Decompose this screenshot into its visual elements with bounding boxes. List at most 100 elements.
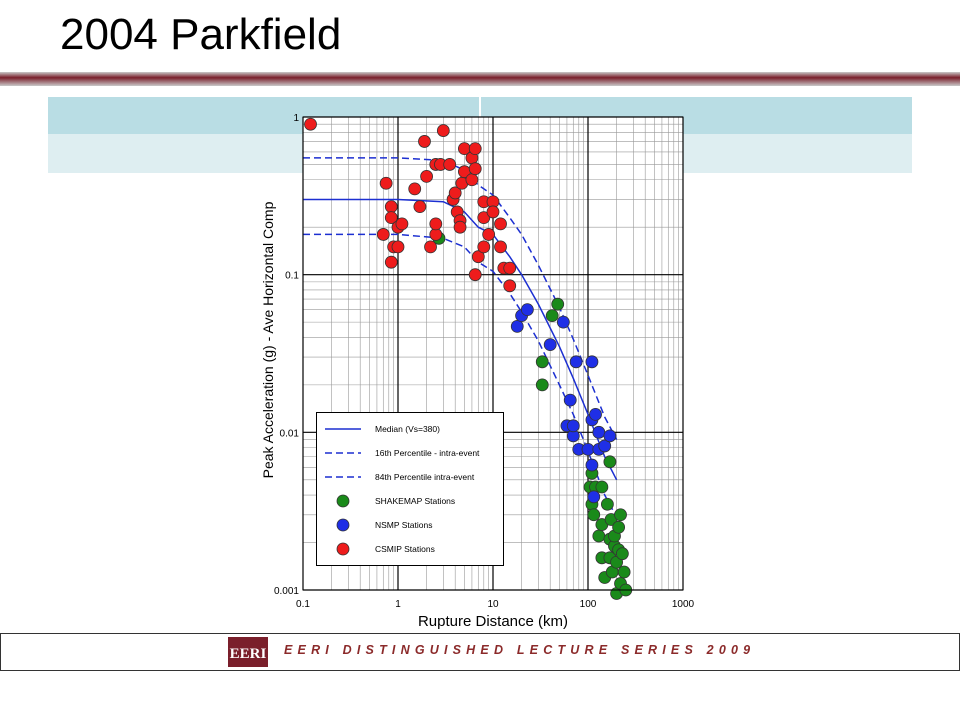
footer-text: EERI DISTINGUISHED LECTURE SERIES 2009: [284, 643, 756, 657]
x-tick-label: 0.1: [296, 599, 310, 610]
legend-label: 84th Percentile intra-event: [375, 472, 475, 482]
legend-label: NSMP Stations: [375, 520, 433, 530]
station-point: [612, 520, 626, 534]
station-point: [468, 268, 482, 282]
footer-logo: EERI: [230, 646, 267, 662]
station-point: [598, 439, 612, 453]
y-tick-label: 0.1: [285, 271, 299, 282]
legend-symbol: [336, 494, 350, 508]
station-point: [600, 497, 614, 511]
station-point: [448, 186, 462, 200]
legend-label: SHAKEMAP Stations: [375, 496, 456, 506]
station-point: [615, 547, 629, 561]
legend-symbol: [325, 428, 361, 430]
station-point: [581, 442, 595, 456]
legend-marker: [336, 494, 350, 508]
legend-entry: 16th Percentile - intra-event: [317, 441, 503, 465]
station-point: [595, 480, 609, 494]
station-point: [494, 240, 507, 254]
legend-entry: 84th Percentile intra-event: [317, 465, 503, 489]
station-point: [477, 211, 491, 225]
station-point: [556, 315, 570, 329]
x-tick-label: 10: [487, 599, 499, 610]
legend-label: 16th Percentile - intra-event: [375, 448, 480, 458]
station-point: [592, 529, 606, 543]
station-point: [566, 419, 580, 433]
station-point: [395, 217, 409, 231]
y-tick-label: 0.01: [280, 428, 300, 439]
legend-label: CSMIP Stations: [375, 544, 435, 554]
station-point: [520, 303, 534, 317]
station-point: [304, 117, 317, 131]
station-point: [429, 217, 443, 231]
station-point: [384, 200, 398, 214]
station-point: [592, 425, 606, 439]
station-point: [543, 338, 557, 352]
x-tick-label: 100: [580, 599, 597, 610]
station-point: [424, 240, 437, 254]
station-point: [587, 490, 601, 504]
station-point: [468, 162, 482, 176]
legend-entry: Median (Vs=380): [317, 417, 503, 441]
legend: Median (Vs=380) 16th Percentile - intra-e…: [316, 412, 504, 566]
station-point: [384, 211, 398, 225]
station-point: [391, 240, 405, 254]
legend-symbol: [325, 452, 361, 454]
station-point: [436, 124, 450, 137]
series-line: [303, 233, 618, 518]
legend-entry: SHAKEMAP Stations: [317, 489, 503, 513]
station-point: [503, 279, 517, 293]
station-point: [563, 393, 577, 407]
legend-marker: [336, 518, 350, 532]
x-tick-label: 1000: [672, 599, 695, 610]
station-point: [376, 228, 390, 241]
station-point: [379, 176, 393, 190]
station-point: [614, 508, 627, 522]
y-axis-label: Peak Acceleration (g) - Ave Horizontal C…: [260, 201, 276, 478]
slide-title: 2004 Parkfield: [60, 10, 342, 59]
station-point: [408, 182, 422, 196]
station-point: [384, 255, 398, 269]
legend-symbol: [325, 476, 361, 478]
legend-marker: [336, 542, 350, 556]
station-point: [482, 228, 496, 241]
station-point: [585, 355, 599, 369]
title-rule: [0, 72, 960, 86]
station-point: [503, 261, 517, 275]
station-point: [453, 220, 467, 234]
station-point: [468, 142, 482, 156]
station-point: [569, 355, 583, 369]
station-point: [471, 250, 485, 264]
x-tick-label: 1: [395, 599, 401, 610]
station-point: [589, 407, 602, 421]
station-point: [413, 200, 427, 214]
station-point: [494, 217, 507, 231]
legend-symbol: [336, 518, 350, 532]
station-point: [486, 205, 500, 219]
plot-frame: [302, 116, 684, 591]
station-point: [587, 508, 601, 522]
station-point: [603, 429, 617, 443]
station-point: [418, 135, 431, 148]
station-point: [585, 458, 599, 472]
series-line: [303, 157, 618, 440]
legend-label: Median (Vs=380): [375, 424, 440, 434]
legend-symbol: [336, 542, 350, 556]
station-point: [465, 173, 479, 187]
y-tick-label: 1: [293, 113, 299, 124]
footer-logo-box: [228, 637, 268, 667]
station-point: [535, 378, 549, 392]
legend-entry: NSMP Stations: [317, 513, 503, 537]
station-point: [535, 355, 549, 369]
legend-entry: CSMIP Stations: [317, 537, 503, 561]
station-point: [551, 297, 565, 311]
station-point: [477, 240, 491, 254]
station-point: [420, 170, 433, 183]
station-point: [617, 565, 631, 579]
y-tick-label: 0.001: [274, 586, 299, 597]
station-point: [443, 158, 457, 171]
station-point: [603, 455, 617, 469]
x-axis-label: Rupture Distance (km): [418, 613, 568, 630]
